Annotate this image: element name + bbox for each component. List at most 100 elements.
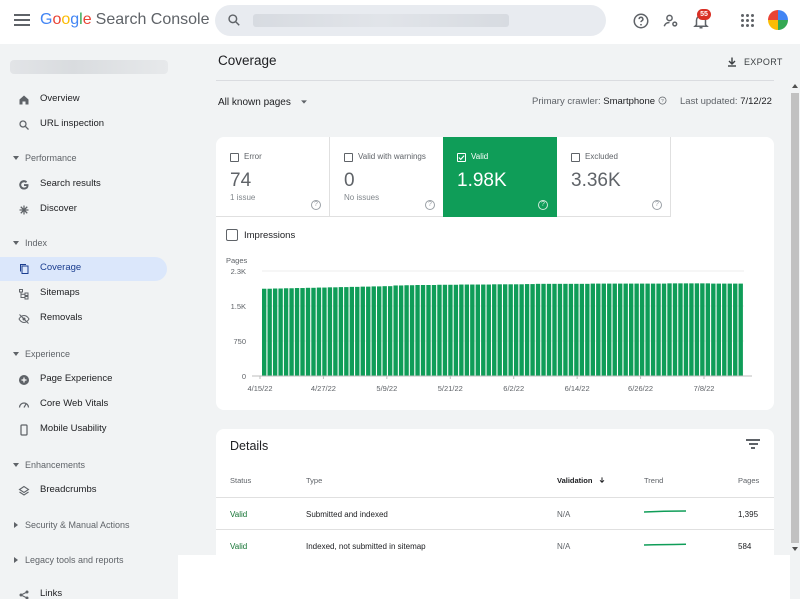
help-icon[interactable] <box>632 12 650 30</box>
chart-bar <box>579 283 585 376</box>
search-bar[interactable] <box>215 5 606 36</box>
sidebar-item-url-inspection[interactable]: URL inspection <box>0 113 167 137</box>
chevron-right-icon <box>14 522 18 528</box>
table-row[interactable]: Valid Indexed, not submitted in sitemap … <box>216 529 774 555</box>
help-icon[interactable]: ? <box>652 200 662 210</box>
chart-bar <box>371 286 376 376</box>
export-label: EXPORT <box>744 57 783 67</box>
help-icon[interactable]: ? <box>425 200 435 210</box>
checkbox-checked[interactable] <box>457 153 466 162</box>
pages-filter-dropdown[interactable]: All known pages <box>218 95 309 109</box>
chart-bar <box>278 288 283 376</box>
main-bottom-area <box>178 555 790 599</box>
chevron-down-icon <box>13 463 19 467</box>
section-legacy-tools[interactable]: Legacy tools and reports <box>0 552 170 570</box>
filter-icon[interactable] <box>746 439 760 449</box>
chart-bar <box>530 284 535 376</box>
section-index[interactable]: Index <box>0 235 170 253</box>
menu-icon[interactable] <box>14 14 30 26</box>
tile-valid-with-warnings[interactable]: Valid with warnings 0 No issues ? <box>330 137 444 217</box>
chart-bar <box>486 284 491 376</box>
column-header-status[interactable]: Status <box>230 476 252 485</box>
sidebar-item-page-experience[interactable]: Page Experience <box>0 368 167 392</box>
section-performance[interactable]: Performance <box>0 150 170 168</box>
chart-bar <box>563 283 568 376</box>
sidebar-item-sitemaps[interactable]: Sitemaps <box>0 282 167 306</box>
help-icon[interactable]: ? <box>538 200 548 210</box>
sidebar-item-label: Links <box>40 588 63 599</box>
sidebar-item-discover[interactable]: Discover <box>0 198 167 222</box>
chart-bar <box>327 287 333 376</box>
column-header-validation[interactable]: Validation <box>557 476 606 485</box>
checkbox[interactable] <box>226 229 238 241</box>
chart-bar <box>700 283 705 376</box>
search-console-logo[interactable]: Google Search Console <box>40 11 210 28</box>
column-header-trend[interactable]: Trend <box>644 476 664 485</box>
chart-bar <box>459 284 464 376</box>
x-tick-label: 6/26/22 <box>628 384 653 393</box>
section-enhancements[interactable]: Enhancements <box>0 457 170 475</box>
chart-bar <box>557 283 563 376</box>
checkbox[interactable] <box>230 153 239 162</box>
column-header-pages[interactable]: Pages <box>738 476 760 485</box>
section-experience[interactable]: Experience <box>0 346 170 364</box>
tile-excluded[interactable]: Excluded 3.36K ? <box>557 137 671 217</box>
tile-valid[interactable]: Valid 1.98K ? <box>443 137 557 217</box>
account-avatar[interactable] <box>768 10 788 30</box>
chart-bar <box>349 286 355 376</box>
sidebar-item-label: Breadcrumbs <box>40 484 97 495</box>
scrollbar-thumb[interactable] <box>791 93 799 543</box>
x-tick-label: 6/14/22 <box>565 384 590 393</box>
sidebar-item-mobile-usability[interactable]: Mobile Usability <box>0 418 167 442</box>
sidebar-item-links[interactable]: Links <box>0 583 167 599</box>
x-tick-label: 4/15/22 <box>247 384 272 393</box>
chart-bar <box>733 283 738 376</box>
export-button[interactable]: EXPORT <box>726 54 783 70</box>
chart-bar <box>305 287 311 376</box>
arrow-down-icon <box>599 477 604 484</box>
sidebar-item-breadcrumbs[interactable]: Breadcrumbs <box>0 479 167 503</box>
chart-bar <box>426 285 431 376</box>
coverage-card: Error 74 1 issue ? Valid with warnings 0… <box>216 137 774 410</box>
top-bar: Google Search Console 55 <box>0 0 800 44</box>
chart-bar <box>420 285 426 376</box>
table-row[interactable]: Valid Submitted and indexed N/A 1,395 <box>216 497 774 529</box>
gauge-icon <box>18 402 30 408</box>
sidebar-item-overview[interactable]: Overview <box>0 88 167 112</box>
checkbox[interactable] <box>571 153 580 162</box>
chart-bar <box>470 284 475 376</box>
chevron-down-icon <box>13 156 19 160</box>
chart-bar <box>738 283 743 376</box>
scroll-down-arrow[interactable] <box>792 547 798 551</box>
column-header-type[interactable]: Type <box>306 476 323 485</box>
trend-sparkline <box>644 543 686 546</box>
chart-bar <box>262 288 267 376</box>
chart-bar <box>711 283 716 376</box>
chart-bar <box>574 283 579 376</box>
chart-bar <box>272 288 278 376</box>
chart-bar <box>404 285 409 376</box>
help-icon[interactable]: ? <box>658 96 667 105</box>
sidebar-item-core-web-vitals[interactable]: Core Web Vitals <box>0 393 167 417</box>
impressions-checkbox[interactable]: Impressions <box>226 228 295 242</box>
tile-error[interactable]: Error 74 1 issue ? <box>216 137 330 217</box>
home-icon <box>19 95 29 105</box>
chart-bar <box>492 284 497 376</box>
apps-grid-icon[interactable] <box>741 14 754 27</box>
help-icon[interactable]: ? <box>311 200 321 210</box>
sidebar-item-search-results[interactable]: Search results <box>0 173 167 197</box>
user-settings-icon[interactable] <box>662 12 680 30</box>
scroll-up-arrow[interactable] <box>792 84 798 88</box>
chart-bar <box>513 284 519 376</box>
chart-bar <box>316 287 322 376</box>
chart-bar <box>645 283 650 376</box>
section-security[interactable]: Security & Manual Actions <box>0 517 170 535</box>
sidebar-item-removals[interactable]: Removals <box>0 307 167 331</box>
sidebar-item-label: Coverage <box>40 262 82 273</box>
property-selector[interactable] <box>10 58 168 76</box>
chart-bar <box>294 288 300 376</box>
checkbox[interactable] <box>344 153 353 162</box>
search-blurred-text <box>253 14 509 27</box>
details-card: Details Status Type Validation Trend Pag… <box>216 429 774 555</box>
sidebar-item-coverage[interactable]: Coverage <box>0 257 167 281</box>
